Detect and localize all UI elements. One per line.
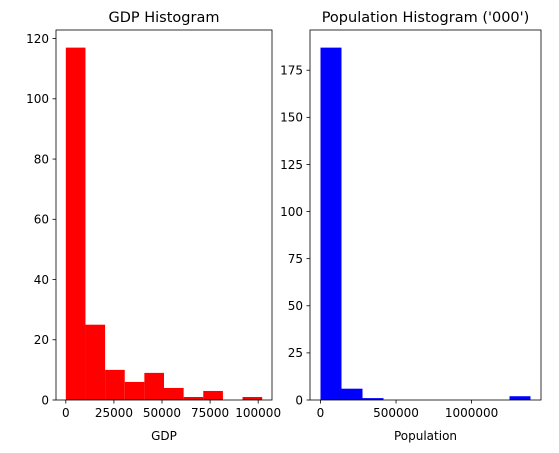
population-xtick-label: 0 <box>317 406 325 420</box>
gdp-bar-6 <box>183 396 204 400</box>
gdp-bar-3 <box>124 381 145 400</box>
gdp-bar-1 <box>85 324 106 400</box>
population-xtick-label: 500000 <box>373 406 419 420</box>
population-ytick-label: 100 <box>280 205 303 219</box>
population-chart-title: Population Histogram ('000') <box>322 10 530 26</box>
gdp-bar-7 <box>203 390 223 400</box>
gdp-bar-9 <box>242 396 263 400</box>
gdp-ytick-label: 120 <box>26 32 49 46</box>
gdp-ytick-label: 80 <box>34 152 49 166</box>
population-xtick-label: 1000000 <box>445 406 498 420</box>
gdp-histogram-chart: 0 25000 50000 75000 100000 0 20 40 60 80 100 120 GDP… <box>26 10 281 443</box>
gdp-xtick-label: 25000 <box>95 406 133 420</box>
population-ytick-label: 75 <box>288 252 303 266</box>
population-bar-2 <box>362 398 384 400</box>
population-ytick-label: 25 <box>288 346 303 360</box>
gdp-x-axis-label: GDP <box>151 429 177 443</box>
gdp-ytick-label: 60 <box>34 213 49 227</box>
gdp-ytick-label: 40 <box>34 273 49 287</box>
population-ytick-label: 175 <box>280 64 303 78</box>
population-axes-frame <box>309 29 542 401</box>
gdp-ytick-label: 100 <box>26 92 49 106</box>
population-bar-9 <box>509 396 531 400</box>
gdp-bar-2 <box>105 369 125 400</box>
gdp-bar-0 <box>65 47 86 401</box>
population-ytick-label: 50 <box>288 299 303 313</box>
population-bar-0 <box>320 47 342 401</box>
population-bar-1 <box>341 388 363 400</box>
population-x-axis-label: Population <box>394 429 457 443</box>
population-ytick-label: 150 <box>280 111 303 125</box>
gdp-xtick-label: 0 <box>62 406 70 420</box>
population-ytick-label: 125 <box>280 158 303 172</box>
gdp-xtick-label: 75000 <box>191 406 229 420</box>
gdp-xtick-label: 50000 <box>143 406 181 420</box>
gdp-ytick-label: 0 <box>41 393 49 407</box>
gdp-axes-frame <box>55 29 273 401</box>
gdp-xtick-label: 100000 <box>235 406 281 420</box>
gdp-ytick-label: 20 <box>34 333 49 347</box>
gdp-chart-title: GDP Histogram <box>109 10 220 26</box>
gdp-bar-4 <box>144 372 164 400</box>
gdp-bar-5 <box>164 387 184 400</box>
population-ytick-label: 0 <box>295 393 303 407</box>
population-histogram-chart: 0 500000 1000000 0 25 50 75 100 125 150 175 Populat… <box>280 10 542 443</box>
